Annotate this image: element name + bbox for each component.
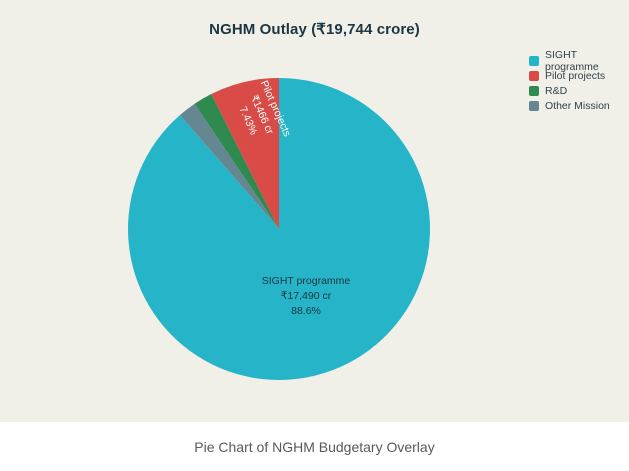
caption-bar: Pie Chart of NGHM Budgetary Overlay <box>0 422 629 471</box>
legend-swatch-rd-icon <box>529 85 539 96</box>
legend-swatch-other-icon <box>529 100 539 111</box>
caption-text: Pie Chart of NGHM Budgetary Overlay <box>194 438 435 455</box>
legend-swatch-sight-icon <box>529 55 539 66</box>
pie-chart[interactable] <box>128 78 430 380</box>
pie-slice-r-d[interactable] <box>194 94 279 229</box>
plot-area: NGHM Outlay (₹19,744 crore) SIGHT progra… <box>0 0 629 422</box>
legend-label-rd: R&D <box>545 84 568 97</box>
chart-title: NGHM Outlay (₹19,744 crore) <box>209 21 420 38</box>
legend-item-sight-programme[interactable]: SIGHT programme <box>529 49 629 73</box>
legend-label-pilot: Pilot projects <box>545 69 606 82</box>
legend-label-sight: SIGHT programme <box>545 48 599 73</box>
legend-label-other: Other Mission <box>545 99 610 112</box>
pie-slice-other-mission[interactable] <box>179 103 279 229</box>
legend-item-pilot-projects[interactable]: Pilot projects <box>529 68 629 83</box>
pie-slice-sight-programme[interactable] <box>128 78 430 380</box>
legend-swatch-pilot-icon <box>529 70 539 81</box>
legend-item-rd[interactable]: R&D <box>529 83 629 98</box>
legend: SIGHT programme Pilot projects R&D Other… <box>529 49 629 113</box>
legend-item-other-mission[interactable]: Other Mission <box>529 98 629 113</box>
pie-slice-pilot-projects[interactable] <box>211 78 279 229</box>
